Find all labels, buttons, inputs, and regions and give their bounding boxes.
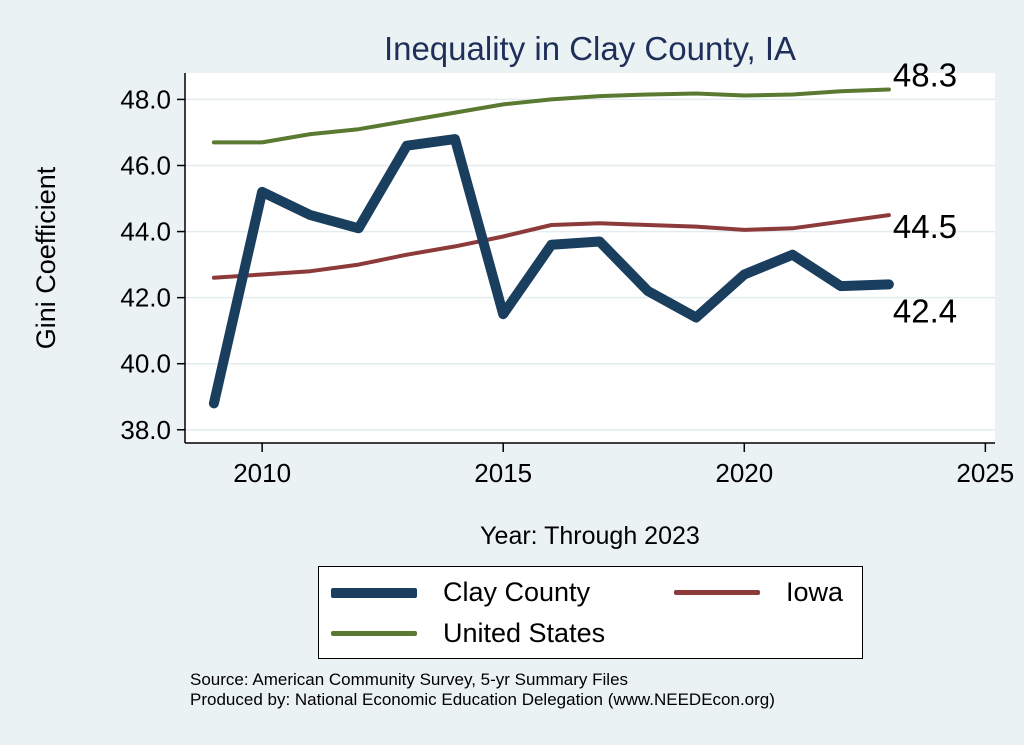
y-tick-label: 40.0 — [120, 349, 171, 379]
legend-item-united-states: United States — [331, 618, 605, 649]
legend-item-clay-county: Clay County — [331, 577, 590, 608]
source-note: Source: American Community Survey, 5-yr … — [190, 670, 775, 710]
x-tick-label: 2020 — [715, 458, 773, 488]
series-line-clay-county — [208, 134, 894, 409]
y-tick-label: 42.0 — [120, 283, 171, 313]
legend-label-clay-county: Clay County — [443, 577, 591, 607]
line-chart: Inequality in Clay County, IA 38.0 40.0 42… — [31, 30, 1014, 550]
end-label-iowa: 44.5 — [893, 208, 957, 245]
y-tick-label: 44.0 — [120, 217, 171, 247]
source-line: Source: American Community Survey, 5-yr … — [190, 670, 629, 689]
x-tick-label: 2010 — [233, 458, 291, 488]
legend: Clay County Iowa United States — [318, 566, 863, 659]
y-tick-label: 48.0 — [120, 84, 171, 114]
legend-label-united-states: United States — [443, 618, 606, 648]
legend-item-iowa: Iowa — [674, 577, 843, 608]
y-tick-label: 46.0 — [120, 151, 171, 181]
end-label-united-states: 48.3 — [893, 57, 957, 94]
y-tick-label: 38.0 — [120, 415, 171, 445]
plot-area — [185, 73, 995, 443]
series-line-iowa — [211, 213, 891, 280]
x-axis-title: Year: Through 2023 — [480, 522, 700, 550]
y-axis-title: Gini Coefficient — [31, 166, 61, 349]
legend-label-iowa: Iowa — [786, 577, 844, 607]
legend-swatch-clay-county — [331, 587, 417, 598]
series-line-united-states — [211, 87, 891, 145]
x-tick-label: 2025 — [956, 458, 1014, 488]
legend-swatch-iowa — [674, 590, 760, 595]
legend-swatch-united-states — [331, 631, 417, 636]
chart-title: Inequality in Clay County, IA — [384, 30, 796, 67]
x-tick-label: 2015 — [474, 458, 532, 488]
producer-line: Produced by: National Economic Education… — [190, 690, 775, 709]
end-label-clay-county: 42.4 — [893, 292, 957, 329]
